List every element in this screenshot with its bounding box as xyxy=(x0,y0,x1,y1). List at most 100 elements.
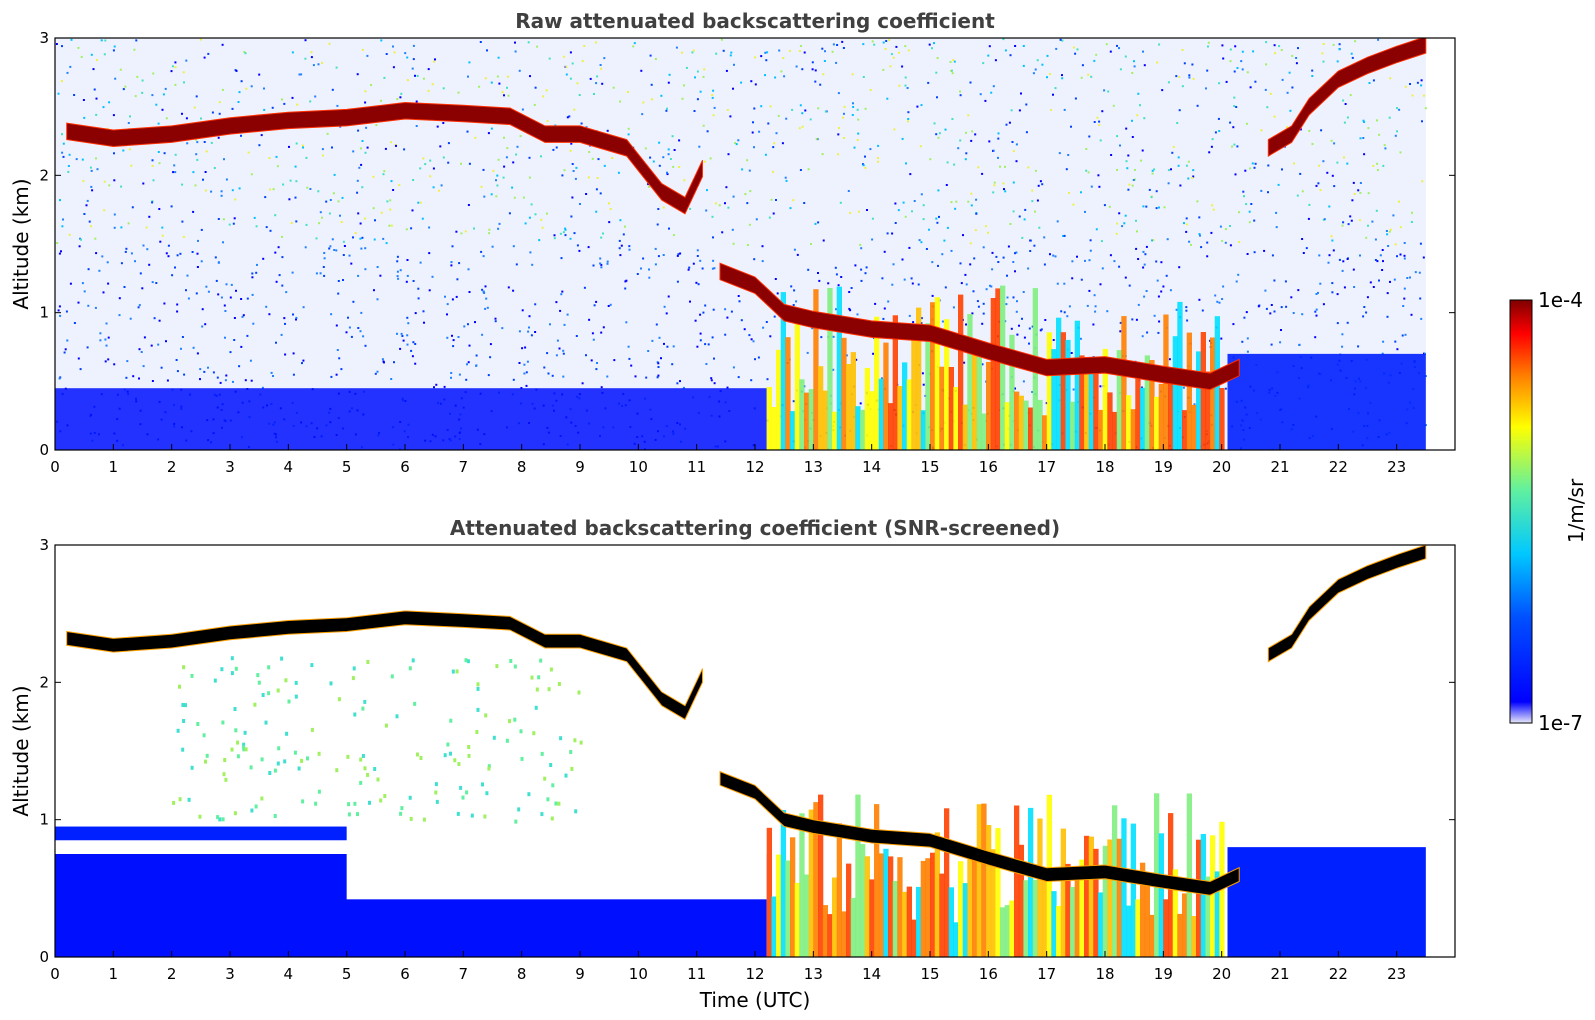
screened-patch xyxy=(287,699,291,704)
screened-patch xyxy=(184,703,187,708)
x-tick-label: 5 xyxy=(342,965,352,983)
screened-patch xyxy=(310,727,314,732)
screened-virga-column xyxy=(925,858,931,957)
screened-virga-column xyxy=(972,847,978,957)
virga-column xyxy=(1023,400,1029,450)
screened-virga-column xyxy=(1042,875,1048,957)
virga-column xyxy=(1126,395,1132,450)
screened-patch xyxy=(260,757,264,762)
screened-patch xyxy=(557,801,561,806)
x-tick-label: 1 xyxy=(109,458,119,476)
virga-column xyxy=(916,307,922,450)
screened-virga-column xyxy=(953,922,959,957)
screened-patch xyxy=(449,718,453,723)
screened-upper-cloud-layer xyxy=(66,610,703,721)
virga-column xyxy=(1079,355,1085,450)
screened-virga-column xyxy=(1107,839,1113,957)
screened-patch xyxy=(268,771,272,775)
screened-virga-column xyxy=(967,853,973,957)
screened-patch xyxy=(483,814,487,819)
screened-patch xyxy=(224,777,228,782)
virga-column xyxy=(1088,357,1094,450)
virga-column xyxy=(1093,361,1099,450)
screened-patch xyxy=(408,666,412,671)
raw-heatmap xyxy=(55,38,1427,450)
screened-virga-column xyxy=(883,848,889,957)
x-tick-label: 15 xyxy=(920,458,939,476)
screened-virga-column xyxy=(1051,891,1057,957)
screened-patch xyxy=(408,795,412,800)
virga-column xyxy=(1051,349,1057,450)
virga-column xyxy=(1074,320,1080,450)
screened-patch xyxy=(446,742,450,747)
screened-patch xyxy=(540,751,544,756)
x-tick-label: 13 xyxy=(804,965,823,983)
x-tick-label: 18 xyxy=(1095,965,1114,983)
screened-virga-column xyxy=(827,914,833,957)
upper-cloud-layer xyxy=(66,101,703,215)
screened-patch xyxy=(530,675,534,680)
screened-virga-column xyxy=(1210,835,1216,957)
screened-virga-column xyxy=(902,891,908,957)
screened-patch xyxy=(557,682,561,686)
low-aerosol-layer xyxy=(55,388,767,450)
screened-patch xyxy=(399,811,403,816)
screened-patch xyxy=(222,772,226,777)
virga-column xyxy=(1056,317,1062,450)
virga-column xyxy=(1009,334,1015,450)
virga-column xyxy=(1154,396,1160,450)
screened-virga-column xyxy=(920,860,926,957)
screened-patch xyxy=(465,790,469,795)
screened-heatmap xyxy=(55,545,1427,957)
colorbar-unit-label: 1/m/sr xyxy=(1564,478,1588,543)
y-tick-label: 1 xyxy=(39,811,49,829)
screened-virga-column xyxy=(1182,893,1188,957)
screened-patch xyxy=(475,730,479,734)
screened-patch xyxy=(244,747,248,752)
screened-virga-column xyxy=(1060,828,1066,957)
screened-patch xyxy=(337,697,341,702)
screened-virga-column xyxy=(1093,848,1099,957)
virga-column xyxy=(1158,383,1164,450)
screened-patch xyxy=(284,678,288,683)
screened-patch xyxy=(205,753,209,758)
screened-patch xyxy=(434,782,438,787)
screened-patch xyxy=(285,731,289,736)
screened-patch xyxy=(190,765,194,770)
screened-virga-column xyxy=(878,853,884,957)
screened-patch xyxy=(509,659,513,663)
screened-virga-column xyxy=(776,854,782,957)
screened-virga-column xyxy=(1000,907,1006,957)
screened-patch xyxy=(376,777,380,782)
screened-patch xyxy=(546,797,550,802)
screened-patch xyxy=(492,735,496,740)
screened-late-high-cloud-layer xyxy=(1267,545,1427,663)
screened-virga-column xyxy=(1172,869,1178,957)
x-tick-label: 8 xyxy=(517,458,527,476)
screened-patch xyxy=(172,800,176,805)
screened-patch xyxy=(579,740,583,745)
screened-patch xyxy=(527,792,531,797)
screened-patch xyxy=(273,814,277,818)
screened-patch xyxy=(347,802,351,807)
x-tick-label: 11 xyxy=(687,965,706,983)
screened-patch xyxy=(366,660,370,664)
screened-patch xyxy=(294,680,298,685)
screened-late-aerosol xyxy=(1227,847,1426,957)
screened-patch xyxy=(495,664,499,669)
panel1-y-label: Altitude (km) xyxy=(9,178,33,309)
x-tick-label: 7 xyxy=(459,965,469,983)
screened-patch xyxy=(457,762,461,766)
virga-column xyxy=(1042,415,1048,450)
virga-column xyxy=(874,316,880,450)
screened-patch xyxy=(352,666,356,671)
screened-patch xyxy=(280,656,284,661)
screened-patch xyxy=(221,817,225,822)
screened-patch xyxy=(182,665,186,670)
virga-column xyxy=(948,367,954,450)
virga-column xyxy=(860,409,866,450)
x-tick-label: 8 xyxy=(517,965,527,983)
screened-virga-column xyxy=(1214,871,1220,957)
virga-column xyxy=(911,337,917,450)
screened-virga-column xyxy=(1126,905,1132,957)
